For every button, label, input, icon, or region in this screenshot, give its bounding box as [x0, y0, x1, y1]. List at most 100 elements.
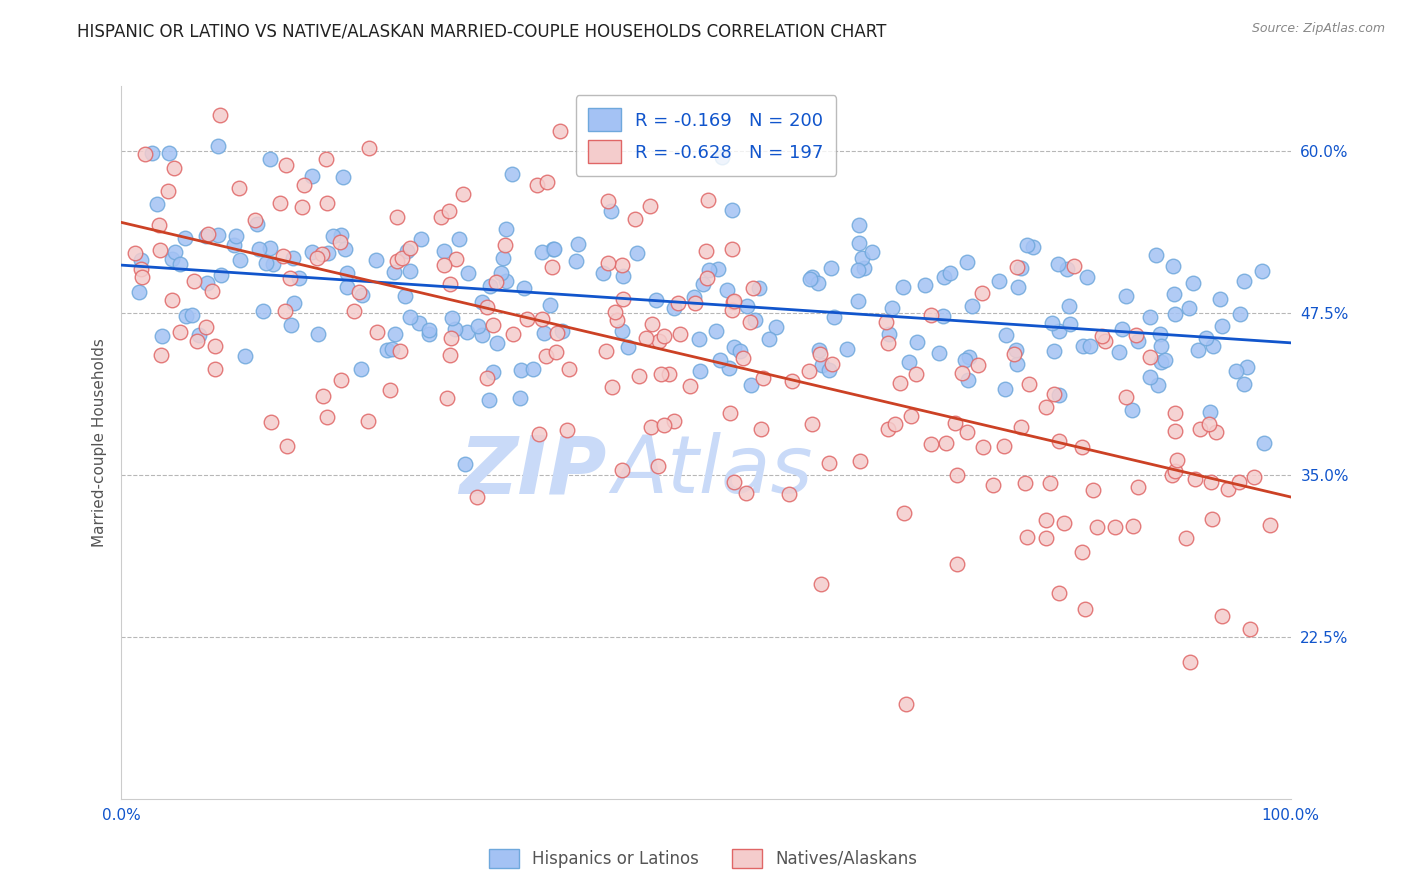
- Point: [882, 301, 904, 315]
- Point: [716, 283, 738, 297]
- Point: [735, 299, 758, 313]
- Point: [207, 138, 229, 153]
- Point: [479, 279, 502, 293]
- Point: [156, 184, 179, 198]
- Point: [315, 152, 337, 166]
- Point: [276, 438, 298, 452]
- Point: [848, 236, 870, 251]
- Text: Source: ZipAtlas.com: Source: ZipAtlas.com: [1251, 22, 1385, 36]
- Point: [893, 506, 915, 520]
- Point: [124, 245, 146, 260]
- Point: [1174, 531, 1197, 545]
- Point: [342, 303, 364, 318]
- Point: [818, 456, 841, 470]
- Point: [516, 311, 538, 326]
- Point: [1047, 257, 1070, 271]
- Point: [598, 255, 620, 269]
- Point: [1153, 353, 1175, 368]
- Point: [600, 379, 623, 393]
- Point: [471, 295, 494, 310]
- Point: [1187, 343, 1209, 358]
- Point: [318, 245, 340, 260]
- Point: [439, 348, 461, 362]
- Point: [914, 277, 936, 292]
- Point: [723, 340, 745, 354]
- Point: [1043, 344, 1066, 359]
- Point: [209, 268, 232, 282]
- Point: [1022, 239, 1045, 253]
- Point: [329, 235, 352, 249]
- Point: [1104, 520, 1126, 534]
- Legend: Hispanics or Latinos, Natives/Alaskans: Hispanics or Latinos, Natives/Alaskans: [482, 842, 924, 875]
- Point: [738, 314, 761, 328]
- Point: [131, 270, 153, 285]
- Point: [173, 231, 195, 245]
- Point: [723, 293, 745, 308]
- Point: [896, 697, 918, 711]
- Point: [129, 262, 152, 277]
- Point: [169, 325, 191, 339]
- Point: [148, 218, 170, 232]
- Point: [548, 123, 571, 137]
- Point: [408, 317, 430, 331]
- Point: [149, 243, 172, 257]
- Point: [721, 242, 744, 256]
- Point: [612, 269, 634, 284]
- Point: [1227, 475, 1250, 489]
- Point: [538, 298, 561, 312]
- Point: [1163, 287, 1185, 301]
- Point: [439, 204, 461, 219]
- Point: [1164, 424, 1187, 438]
- Text: HISPANIC OR LATINO VS NATIVE/ALASKAN MARRIED-COUPLE HOUSEHOLDS CORRELATION CHART: HISPANIC OR LATINO VS NATIVE/ALASKAN MAR…: [77, 22, 887, 40]
- Point: [471, 328, 494, 343]
- Point: [823, 310, 845, 324]
- Point: [810, 358, 832, 372]
- Point: [183, 274, 205, 288]
- Point: [600, 204, 623, 219]
- Point: [765, 319, 787, 334]
- Point: [305, 252, 328, 266]
- Point: [610, 259, 633, 273]
- Point: [848, 219, 870, 233]
- Point: [627, 369, 650, 384]
- Point: [186, 334, 208, 348]
- Point: [1115, 289, 1137, 303]
- Point: [315, 410, 337, 425]
- Point: [957, 351, 980, 365]
- Point: [612, 324, 634, 338]
- Point: [436, 391, 458, 405]
- Point: [247, 242, 270, 256]
- Point: [987, 274, 1010, 288]
- Point: [245, 217, 267, 231]
- Point: [696, 270, 718, 285]
- Point: [626, 245, 648, 260]
- Point: [1018, 376, 1040, 391]
- Point: [259, 152, 281, 166]
- Point: [1198, 417, 1220, 431]
- Point: [418, 323, 440, 337]
- Point: [322, 229, 344, 244]
- Point: [685, 296, 707, 310]
- Point: [891, 280, 914, 294]
- Point: [721, 202, 744, 217]
- Point: [852, 261, 875, 276]
- Point: [1150, 355, 1173, 369]
- Point: [359, 141, 381, 155]
- Point: [641, 318, 664, 332]
- Point: [799, 364, 821, 378]
- Point: [934, 270, 956, 285]
- Point: [682, 290, 704, 304]
- Point: [495, 273, 517, 287]
- Point: [1243, 470, 1265, 484]
- Point: [1209, 293, 1232, 307]
- Point: [1085, 520, 1108, 534]
- Point: [953, 353, 976, 368]
- Point: [197, 227, 219, 242]
- Point: [697, 194, 720, 208]
- Point: [1251, 264, 1274, 278]
- Point: [1233, 274, 1256, 288]
- Point: [204, 339, 226, 353]
- Point: [956, 254, 979, 268]
- Point: [1166, 453, 1188, 467]
- Point: [1229, 307, 1251, 321]
